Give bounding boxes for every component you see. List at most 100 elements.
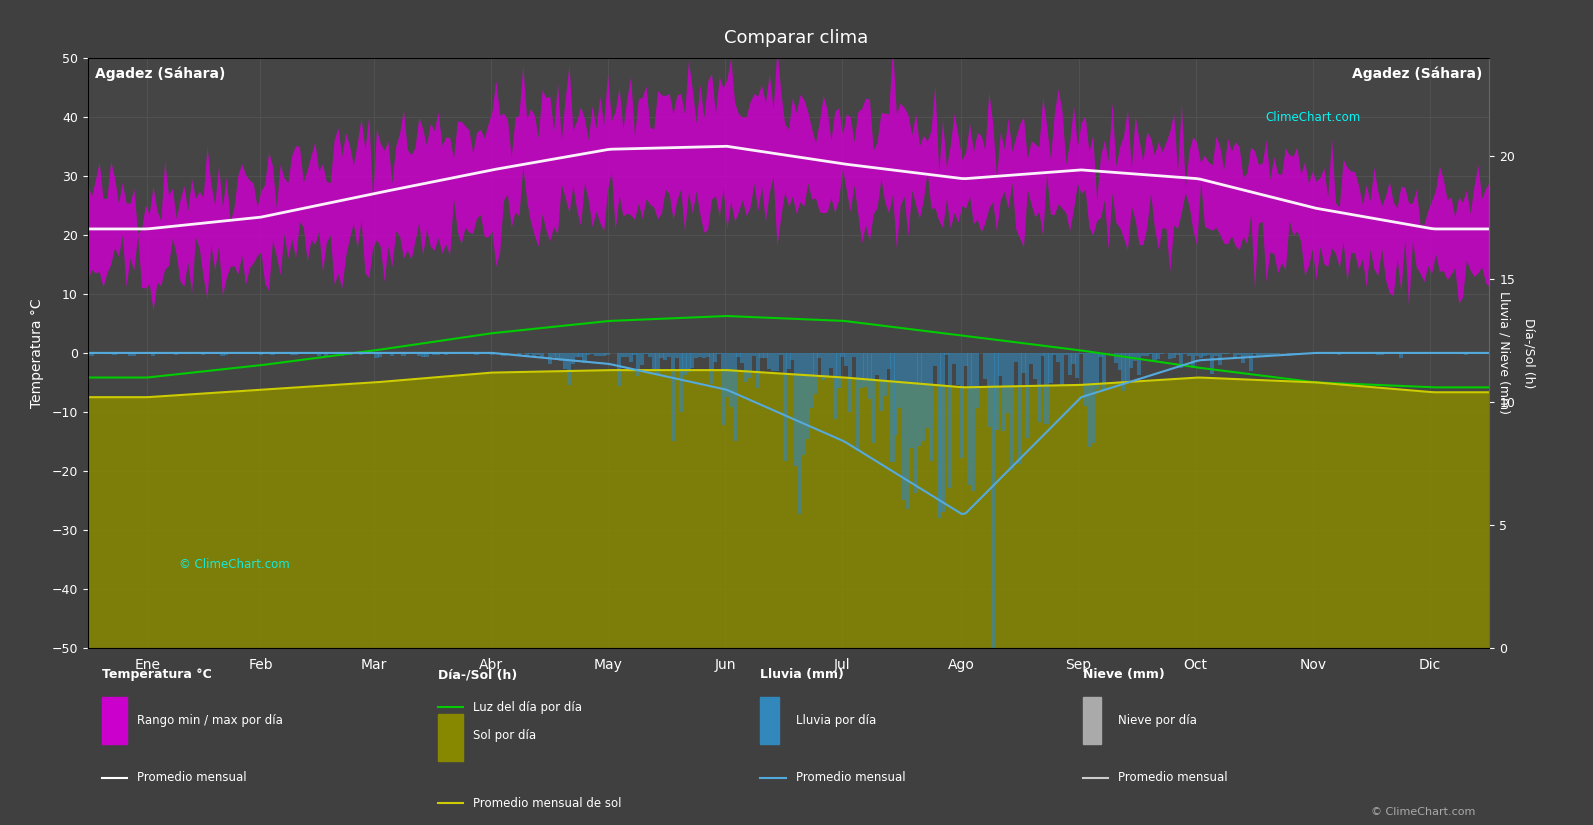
Bar xyxy=(1372,353,1376,355)
Bar xyxy=(304,353,309,354)
Bar xyxy=(570,353,575,365)
Bar xyxy=(366,353,371,354)
Bar xyxy=(378,353,382,356)
Bar xyxy=(386,353,390,355)
Bar xyxy=(108,353,113,354)
Bar xyxy=(1099,353,1102,356)
Bar xyxy=(556,353,559,358)
Bar xyxy=(860,353,863,389)
Bar xyxy=(583,353,586,363)
Bar xyxy=(894,353,898,436)
Bar xyxy=(1149,353,1153,354)
Bar xyxy=(806,353,809,439)
Bar xyxy=(344,353,347,355)
Bar xyxy=(594,353,597,356)
Bar xyxy=(516,353,521,356)
Bar xyxy=(1330,353,1333,354)
Bar xyxy=(1051,353,1056,355)
Bar xyxy=(787,353,790,369)
Bar xyxy=(105,353,108,354)
Bar xyxy=(239,353,244,354)
Bar xyxy=(967,353,972,485)
Bar xyxy=(1309,353,1314,355)
Bar xyxy=(1018,353,1021,464)
Bar xyxy=(733,353,736,441)
Bar xyxy=(1179,353,1184,369)
Bar xyxy=(1013,353,1018,361)
Bar xyxy=(1233,353,1238,358)
Bar xyxy=(828,353,833,369)
Bar xyxy=(847,353,852,412)
Bar xyxy=(779,353,782,355)
Text: Comparar clima: Comparar clima xyxy=(725,29,868,47)
Bar xyxy=(1376,353,1380,356)
Bar xyxy=(663,353,667,361)
Bar xyxy=(975,353,980,408)
Bar xyxy=(983,353,988,380)
Bar xyxy=(728,353,733,408)
Bar xyxy=(438,714,464,761)
Bar xyxy=(135,353,140,354)
Bar xyxy=(562,353,567,369)
Bar xyxy=(690,353,695,368)
Bar xyxy=(355,353,360,355)
Bar xyxy=(127,353,132,356)
Bar xyxy=(1133,353,1137,361)
Bar xyxy=(1152,353,1157,361)
Bar xyxy=(1364,353,1368,354)
Bar xyxy=(1244,353,1249,356)
Bar xyxy=(933,353,937,366)
Bar xyxy=(771,353,776,371)
Bar xyxy=(624,353,629,356)
Text: Agadez (Sáhara): Agadez (Sáhara) xyxy=(94,67,225,81)
Bar xyxy=(182,353,186,354)
Bar xyxy=(540,353,545,358)
Bar xyxy=(714,353,717,362)
Bar xyxy=(290,353,293,355)
Bar xyxy=(809,353,814,408)
Bar xyxy=(605,353,610,355)
Bar xyxy=(648,353,652,357)
Bar xyxy=(749,353,752,378)
Bar xyxy=(1184,353,1187,354)
Bar xyxy=(902,353,906,500)
Bar xyxy=(317,353,320,356)
Bar xyxy=(451,353,456,354)
Text: Lluvia por día: Lluvia por día xyxy=(795,714,876,727)
Bar xyxy=(578,353,583,357)
Bar xyxy=(906,353,910,509)
Bar xyxy=(621,353,624,357)
Bar xyxy=(274,353,279,354)
Bar xyxy=(709,353,714,384)
Bar xyxy=(1198,353,1203,358)
Bar xyxy=(589,353,594,354)
Text: © ClimeChart.com: © ClimeChart.com xyxy=(178,559,290,572)
Bar xyxy=(1260,353,1265,355)
Bar xyxy=(537,353,540,355)
Bar xyxy=(293,353,298,355)
Bar xyxy=(1290,353,1295,354)
Bar xyxy=(258,353,263,355)
Bar xyxy=(883,353,887,396)
Bar xyxy=(698,353,703,357)
Bar xyxy=(174,353,178,355)
Bar xyxy=(209,353,213,354)
Bar xyxy=(1171,353,1176,358)
Bar xyxy=(1399,353,1403,358)
Bar xyxy=(782,353,787,461)
Bar xyxy=(212,353,217,354)
Bar xyxy=(752,353,757,356)
Bar xyxy=(945,353,948,356)
Bar xyxy=(921,353,926,441)
Bar xyxy=(1045,353,1048,424)
Bar xyxy=(725,353,730,398)
Bar xyxy=(814,353,817,394)
Bar xyxy=(1206,353,1211,355)
Bar xyxy=(1118,353,1121,370)
Bar xyxy=(1257,353,1260,356)
Bar xyxy=(1252,353,1257,354)
Bar xyxy=(529,353,532,354)
Bar xyxy=(755,353,760,388)
Bar xyxy=(436,353,440,356)
Bar xyxy=(855,353,860,451)
